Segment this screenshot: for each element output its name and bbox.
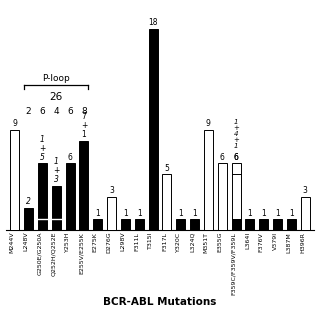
Text: 9: 9 <box>206 119 211 128</box>
Text: 6: 6 <box>234 153 238 162</box>
Bar <box>259 219 268 230</box>
Bar <box>52 186 61 230</box>
Bar <box>38 163 47 230</box>
Text: 1
+
5: 1 + 5 <box>39 134 45 162</box>
Bar <box>245 219 254 230</box>
Bar <box>301 197 310 230</box>
Bar <box>135 219 144 230</box>
Bar <box>273 219 282 230</box>
Bar <box>10 130 19 230</box>
Bar <box>163 174 172 230</box>
Text: 1: 1 <box>248 209 252 218</box>
Text: 7
+
1: 7 + 1 <box>81 112 87 139</box>
Text: 9: 9 <box>12 119 17 128</box>
Text: 1: 1 <box>178 209 183 218</box>
Text: 3: 3 <box>303 186 308 195</box>
Bar <box>79 141 88 230</box>
Bar <box>66 163 75 230</box>
Bar <box>190 219 199 230</box>
Text: 6: 6 <box>67 107 73 116</box>
Bar <box>93 219 102 230</box>
Text: 4: 4 <box>53 107 59 116</box>
Text: 26: 26 <box>50 92 63 101</box>
Bar <box>24 208 33 230</box>
Text: 6: 6 <box>68 153 73 162</box>
Bar <box>121 219 130 230</box>
Text: 1: 1 <box>192 209 197 218</box>
Bar <box>148 29 157 230</box>
X-axis label: BCR-ABL Mutations: BCR-ABL Mutations <box>103 298 217 308</box>
Bar <box>232 219 241 230</box>
Text: 1: 1 <box>137 209 142 218</box>
Text: 6: 6 <box>39 107 45 116</box>
Text: 6: 6 <box>234 153 238 162</box>
Text: 2: 2 <box>26 107 31 116</box>
Text: 1
+
3: 1 + 3 <box>53 157 60 184</box>
Bar <box>107 197 116 230</box>
Text: 3: 3 <box>109 186 114 195</box>
Bar <box>232 163 241 230</box>
Bar <box>218 163 227 230</box>
Text: 5: 5 <box>164 164 169 173</box>
Text: 8: 8 <box>81 107 87 116</box>
Text: 18: 18 <box>148 18 158 27</box>
Text: 1: 1 <box>275 209 280 218</box>
Text: 2: 2 <box>26 197 31 206</box>
Text: 1: 1 <box>289 209 294 218</box>
Bar <box>204 130 213 230</box>
Text: 1: 1 <box>261 209 266 218</box>
Text: 1: 1 <box>123 209 128 218</box>
Text: 1: 1 <box>95 209 100 218</box>
Bar <box>176 219 185 230</box>
Text: P-loop: P-loop <box>42 74 70 83</box>
Bar <box>287 219 296 230</box>
Text: 1
+
4
+
1: 1 + 4 + 1 <box>233 119 239 149</box>
Text: 6: 6 <box>220 153 225 162</box>
